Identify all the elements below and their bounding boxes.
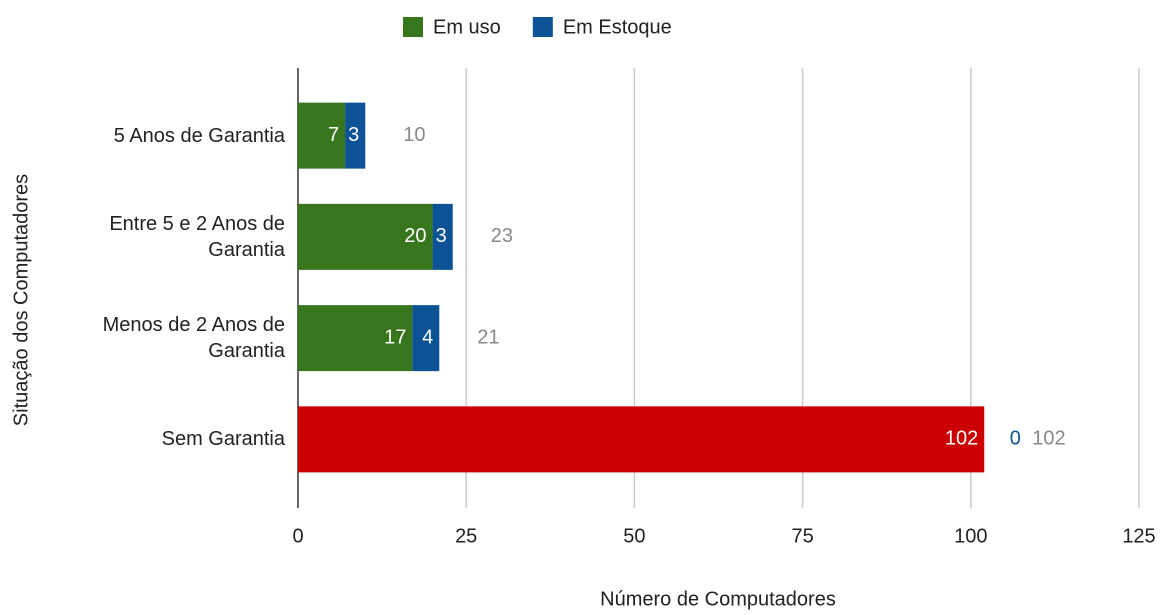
data-label: 20 [404,225,426,247]
data-label: 7 [328,124,339,146]
bar-segment [345,102,366,169]
y-tick-label: Entre 5 e 2 Anos de Garantia [109,212,285,261]
total-label: 21 [477,326,499,348]
x-tick-label: 100 [954,525,987,547]
y-axis-label: Situação dos Computadores [10,174,32,426]
y-tick-label: Menos de 2 Anos de Garantia [102,314,285,363]
y-tick-label: 5 Anos de Garantia [113,124,285,147]
total-label: 23 [491,225,513,247]
bar-segment [298,203,433,270]
bar-segment [298,102,346,169]
bar-segment [432,203,453,270]
bar-segment [298,305,413,372]
x-tick-label: 75 [791,525,813,547]
x-tick-label: 125 [1122,525,1155,547]
data-label: 4 [422,326,433,348]
total-label: 10 [403,124,425,146]
x-tick-label: 50 [623,525,645,547]
total-label: 102 [1032,428,1065,450]
y-tick-label: Sem Garantia [161,428,285,451]
legend-swatch [403,17,423,37]
legend-label: Em uso [433,16,501,38]
legend-swatch [532,17,553,37]
data-label: 102 [945,428,978,450]
bar-segment [298,406,985,473]
data-label: 17 [384,326,406,348]
bar-segment [412,305,440,372]
data-label: 0 [1010,428,1021,450]
data-label: 3 [436,225,447,247]
data-label: 3 [348,124,359,146]
legend-label: Em Estoque [563,16,672,38]
x-tick-label: 0 [292,525,303,547]
x-tick-label: 25 [455,525,477,547]
x-axis-label: Número de Computadores [600,588,836,610]
